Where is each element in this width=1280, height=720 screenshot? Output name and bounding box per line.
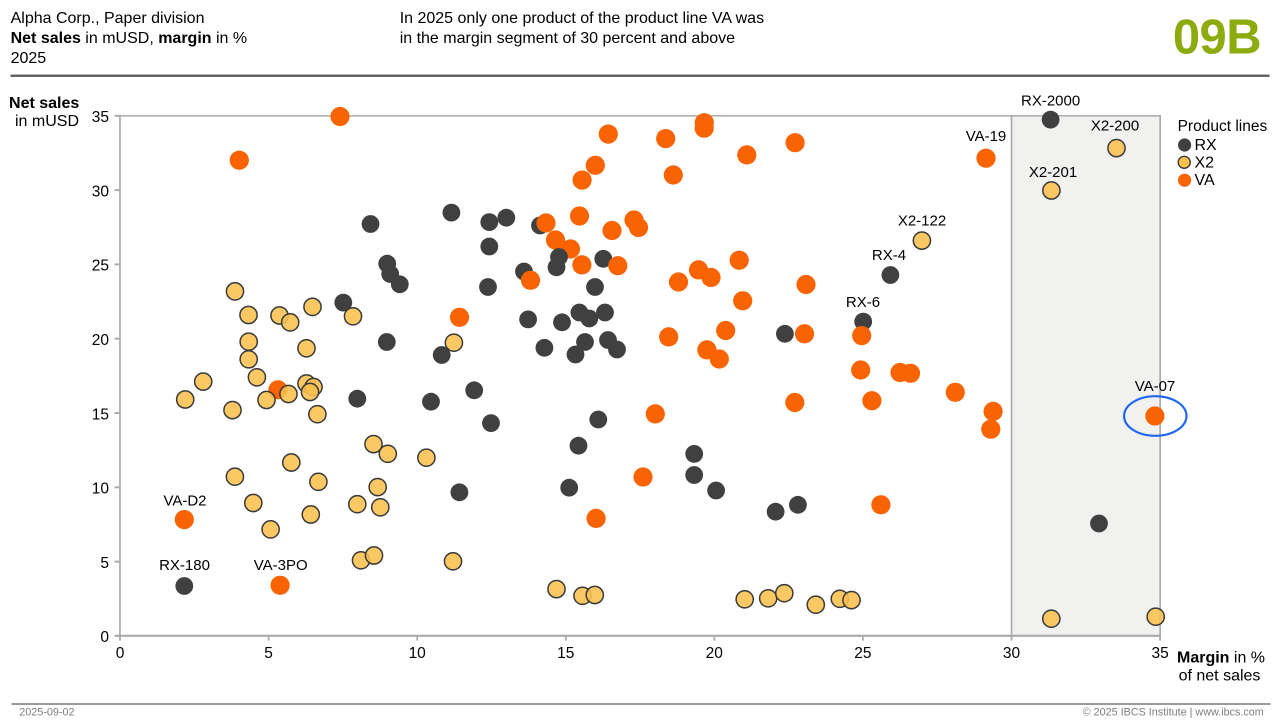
svg-text:Alpha Corp., Paper division: Alpha Corp., Paper division — [11, 10, 205, 27]
svg-text:35: 35 — [1151, 645, 1168, 662]
svg-text:30: 30 — [92, 183, 110, 200]
svg-text:15: 15 — [557, 645, 574, 662]
svg-text:VA-D2: VA-D2 — [163, 493, 206, 510]
svg-text:of net sales: of net sales — [1179, 667, 1261, 684]
svg-text:Net sales: Net sales — [9, 95, 79, 112]
svg-text:0: 0 — [116, 645, 125, 662]
svg-text:15: 15 — [92, 406, 109, 423]
svg-text:VA-07: VA-07 — [1135, 378, 1176, 395]
svg-text:Product lines: Product lines — [1178, 118, 1268, 135]
svg-text:RX-2000: RX-2000 — [1021, 93, 1080, 110]
svg-text:09B: 09B — [1173, 11, 1261, 65]
svg-text:In 2025 only one product of th: In 2025 only one product of the product … — [400, 10, 764, 27]
svg-text:Net sales in mUSD, margin in %: Net sales in mUSD, margin in % — [11, 30, 248, 47]
svg-text:2025: 2025 — [11, 50, 47, 67]
svg-text:VA-19: VA-19 — [966, 128, 1007, 145]
svg-text:30: 30 — [1003, 645, 1021, 662]
svg-text:35: 35 — [92, 109, 109, 126]
svg-text:25: 25 — [92, 258, 109, 275]
svg-text:RX-4: RX-4 — [872, 247, 906, 264]
svg-text:X2-122: X2-122 — [898, 213, 946, 230]
svg-text:RX-6: RX-6 — [846, 294, 880, 311]
svg-text:VA: VA — [1195, 172, 1215, 189]
svg-text:20: 20 — [706, 645, 724, 662]
svg-text:X2-200: X2-200 — [1091, 118, 1139, 135]
svg-text:5: 5 — [264, 645, 273, 662]
svg-text:RX-180: RX-180 — [159, 557, 210, 574]
svg-text:RX: RX — [1195, 137, 1218, 154]
svg-text:X2: X2 — [1195, 154, 1215, 171]
svg-text:5: 5 — [100, 555, 109, 572]
svg-text:10: 10 — [409, 645, 427, 662]
svg-text:2025-09-02: 2025-09-02 — [19, 706, 74, 718]
svg-text:X2-201: X2-201 — [1029, 164, 1077, 181]
svg-text:© 2025 IBCS Institute | www.ib: © 2025 IBCS Institute | www.ibcs.com — [1083, 706, 1264, 718]
svg-text:VA-3PO: VA-3PO — [254, 557, 308, 574]
svg-text:10: 10 — [92, 481, 110, 498]
svg-text:Margin in %: Margin in % — [1177, 650, 1265, 667]
svg-text:25: 25 — [854, 645, 871, 662]
svg-text:in mUSD: in mUSD — [15, 113, 79, 130]
svg-text:in the margin segment of 30 pe: in the margin segment of 30 percent and … — [400, 30, 735, 47]
svg-text:0: 0 — [100, 629, 109, 646]
svg-text:20: 20 — [92, 332, 110, 349]
